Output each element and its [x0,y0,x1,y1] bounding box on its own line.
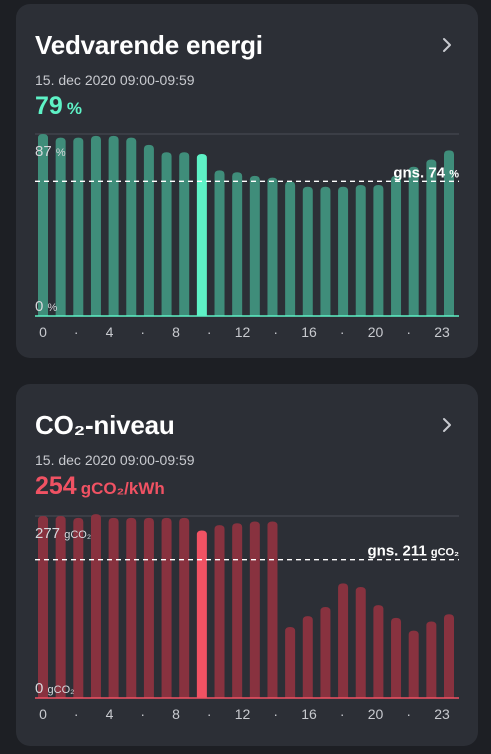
chevron-right-icon[interactable] [436,34,458,56]
co2-level-card[interactable]: CO₂-niveau 15. dec 2020 09:00-09:59 254 g… [16,384,478,746]
chart-bar [55,516,66,698]
chart-bar [55,137,66,316]
x-tick-label: 16 [301,324,317,340]
chart-bar [73,137,84,316]
y-max-label: 277 gCO₂ [35,525,91,542]
card-title: CO₂-niveau [35,410,175,440]
chart-bar [426,159,437,316]
chart-bar [408,630,419,698]
x-tick-label: 4 [106,324,114,340]
renewable-energy-card[interactable]: Vedvarende energi 15. dec 2020 09:00-09:… [16,4,478,358]
x-tick-label: · [74,706,79,722]
x-tick-label: 8 [172,706,180,722]
chart-bar [179,517,190,698]
x-tick-label: · [273,324,278,340]
chevron-right-icon[interactable] [436,414,458,436]
chart-bar [391,175,402,316]
chart-bar [408,166,419,316]
chart-bar [126,137,137,316]
chart-bar [161,152,172,316]
x-tick-label: 16 [301,706,317,722]
x-tick-label: · [207,324,212,340]
x-tick-label: 0 [39,324,47,340]
time-range: 15. dec 2020 09:00-09:59 [35,452,195,468]
chart-bar [444,614,454,698]
chart-bar [373,184,384,316]
x-tick-label: 20 [368,706,384,722]
current-value-unit: % [66,99,82,118]
chart-bar [126,517,137,698]
x-tick-label: · [340,706,345,722]
chart-bar [143,517,154,698]
co2-level-chart: gns. 211 gCO₂ 277 gCO₂ 0 gCO₂ 0 · 4 · 8 · 12 · 16 · 2… [35,514,460,722]
chart-bar [90,135,101,316]
chart-bar [302,186,313,316]
chart-bar [214,170,225,316]
chart-bar [38,516,48,698]
chart-bar [338,583,349,698]
x-tick-label: · [340,324,345,340]
chart-bar [108,135,119,316]
current-value-number: 254 [35,472,77,500]
current-value: 254 gCO₂/kWh [35,472,165,501]
current-value-number: 79 [35,92,63,120]
chart-bar [426,621,437,698]
chart-bar [338,186,349,316]
x-tick-label: 12 [235,706,251,722]
chart-bar [373,605,384,698]
chart-bar [73,517,84,698]
chart-bar [143,144,154,316]
x-tick-label: 23 [434,324,450,340]
chart-bar [249,521,260,698]
chart-bar [232,172,243,316]
x-tick-label: 23 [434,706,450,722]
average-label: gns. 74 % [393,164,459,181]
y-max-label: 87 % [35,143,66,160]
x-tick-label: · [140,324,145,340]
chart-bar [391,617,402,698]
chart-bar [267,177,278,316]
x-tick-label: 12 [235,324,251,340]
card-title: Vedvarende energi [35,30,263,60]
x-tick-label: 20 [368,324,384,340]
chart-bar [179,152,190,316]
chart-bar [214,525,225,698]
chart-bar-highlight [196,530,207,698]
chart-bar [285,181,296,316]
chart-bar [444,150,454,316]
average-label: gns. 211 gCO₂ [368,543,460,560]
current-value-unit: gCO₂/kWh [80,479,165,498]
chart-bar [232,523,243,698]
chart-bar [108,517,119,698]
time-range: 15. dec 2020 09:00-09:59 [35,72,195,88]
chart-bar [320,186,331,316]
y-min-label: 0 % [35,298,58,315]
y-min-label: 0 gCO₂ [35,680,74,697]
chart-bar [161,517,172,698]
chart-bar [355,184,366,316]
chart-bar-highlight [196,154,207,316]
chart-bar [249,175,260,316]
chart-bar [355,586,366,698]
x-tick-label: 8 [172,324,180,340]
x-tick-label: · [406,324,411,340]
x-tick-label: 0 [39,706,47,722]
chart-bar [90,514,101,698]
chart-bar [285,627,296,698]
x-tick-label: · [273,706,278,722]
x-tick-label: · [406,706,411,722]
chart-bar [38,134,48,316]
x-tick-label: · [207,706,212,722]
chart-bar [267,521,278,698]
renewable-energy-chart: gns. 74 % 87 % 0 % 0 · 4 · 8 · 12 · 16 · 20 · 23 [35,133,459,340]
chart-bar [320,607,331,698]
current-value: 79% [35,92,82,121]
x-tick-label: · [74,324,79,340]
chart-bar [302,616,313,698]
x-tick-label: 4 [106,706,114,722]
x-tick-label: · [140,706,145,722]
